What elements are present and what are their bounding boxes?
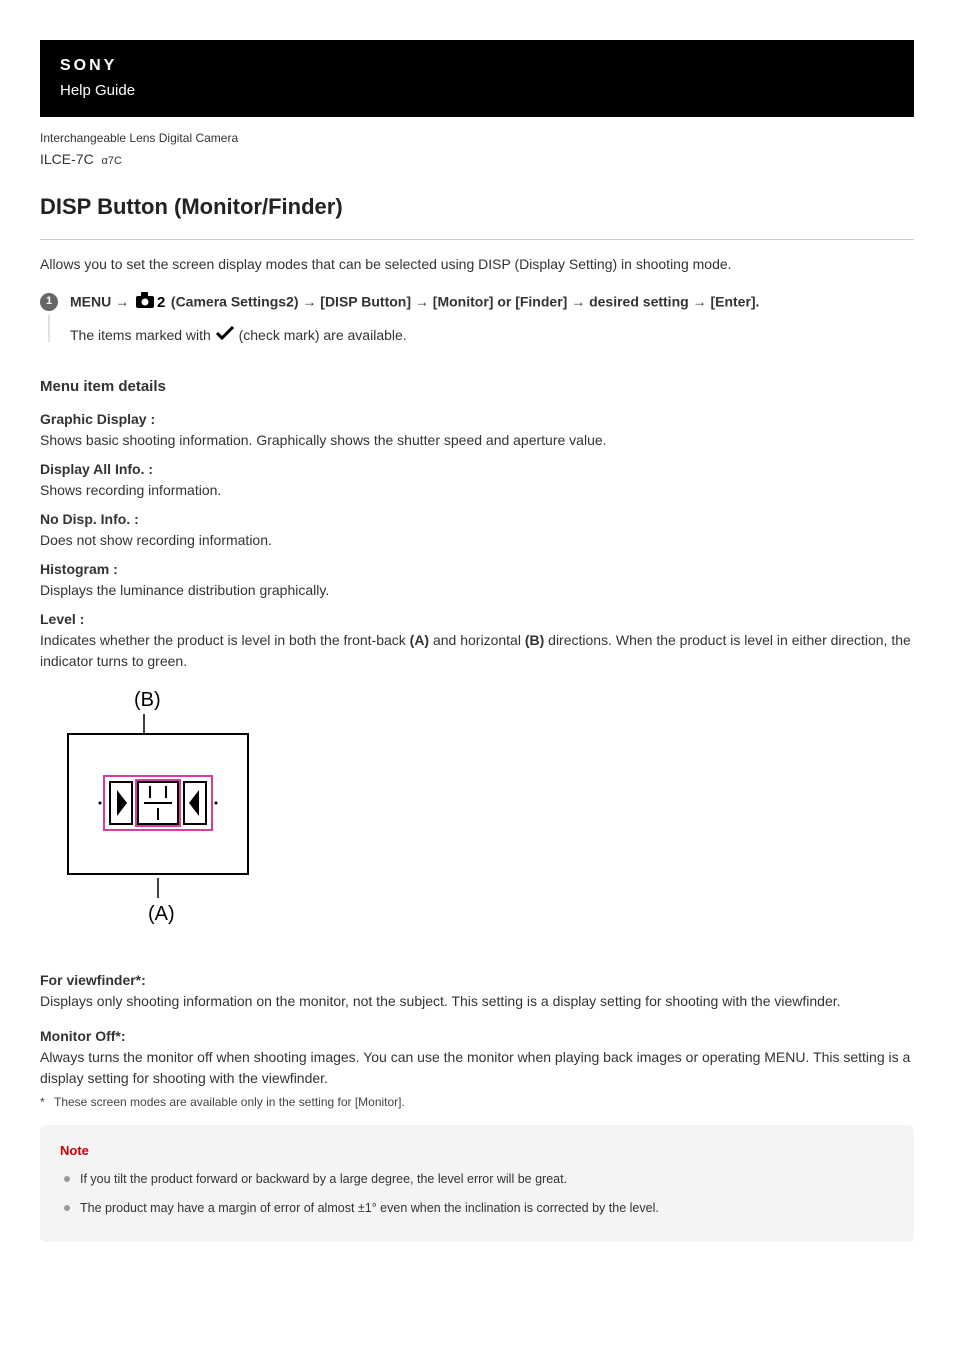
- item-displayall-desc: Shows recording information.: [40, 480, 914, 501]
- product-line: Interchangeable Lens Digital Camera: [40, 129, 914, 147]
- step-path-pre: MENU →: [70, 293, 129, 309]
- item-histogram-title: Histogram :: [40, 559, 914, 580]
- step-vertical-line: [48, 315, 50, 343]
- svg-text:2: 2: [157, 294, 165, 309]
- intro-text: Allows you to set the screen display mod…: [40, 254, 914, 275]
- level-desc-pre: Indicates whether the product is level i…: [40, 632, 410, 648]
- note-item: If you tilt the product forward or backw…: [64, 1170, 894, 1189]
- step-body-pre: The items marked with: [70, 327, 211, 343]
- item-monitoroff-title: Monitor Off*:: [40, 1026, 914, 1047]
- item-level-desc: Indicates whether the product is level i…: [40, 630, 914, 672]
- model-code: ILCE-7C: [40, 151, 94, 167]
- camera-settings2-icon: 2: [135, 291, 165, 315]
- footnote-text: These screen modes are available only in…: [54, 1095, 405, 1109]
- item-displayall-title: Display All Info. :: [40, 459, 914, 480]
- diagram-label-b: (B): [134, 689, 161, 711]
- step-body: The items marked with (check mark) are a…: [70, 325, 914, 347]
- item-nodisp-desc: Does not show recording information.: [40, 530, 914, 551]
- level-diagram: (B) (A): [64, 686, 914, 952]
- step-number-badge: 1: [40, 293, 58, 311]
- check-mark-icon: [215, 325, 235, 346]
- brand-logo: SONY: [60, 54, 894, 78]
- item-histogram-desc: Displays the luminance distribution grap…: [40, 580, 914, 601]
- step-path-post: (Camera Settings2) → [DISP Button] → [Mo…: [171, 293, 760, 309]
- help-guide-label: Help Guide: [60, 82, 135, 99]
- diagram-label-a: (A): [148, 903, 175, 925]
- level-desc-a: (A): [410, 632, 429, 648]
- footnote-mark: *: [40, 1093, 54, 1111]
- level-desc-b: (B): [525, 632, 544, 648]
- step-body-post: (check mark) are available.: [239, 327, 407, 343]
- note-box: Note If you tilt the product forward or …: [40, 1125, 914, 1242]
- item-graphic-desc: Shows basic shooting information. Graphi…: [40, 430, 914, 451]
- footnote: *These screen modes are available only i…: [40, 1093, 914, 1111]
- header-bar: SONY Help Guide: [40, 40, 914, 117]
- item-nodisp-title: No Disp. Info. :: [40, 509, 914, 530]
- item-forvf-title: For viewfinder*:: [40, 970, 914, 991]
- note-item: The product may have a margin of error o…: [64, 1199, 894, 1218]
- item-level-title: Level :: [40, 609, 914, 630]
- section-heading: Menu item details: [40, 376, 914, 399]
- item-graphic-title: Graphic Display :: [40, 409, 914, 430]
- note-title: Note: [60, 1141, 894, 1161]
- model-sub: α7C: [101, 155, 121, 167]
- page-title: DISP Button (Monitor/Finder): [40, 190, 914, 240]
- item-forvf-desc: Displays only shooting information on th…: [40, 991, 914, 1012]
- level-desc-mid: and horizontal: [429, 632, 525, 648]
- step-path: MENU → 2 (Camera Settings2) → [DISP Butt…: [70, 291, 914, 315]
- note-list: If you tilt the product forward or backw…: [60, 1170, 894, 1218]
- product-model: ILCE-7C α7C: [40, 149, 914, 170]
- item-monitoroff-desc: Always turns the monitor off when shooti…: [40, 1047, 914, 1089]
- step-1: 1 MENU → 2 (Camera Settings2) → [DISP Bu…: [40, 291, 914, 347]
